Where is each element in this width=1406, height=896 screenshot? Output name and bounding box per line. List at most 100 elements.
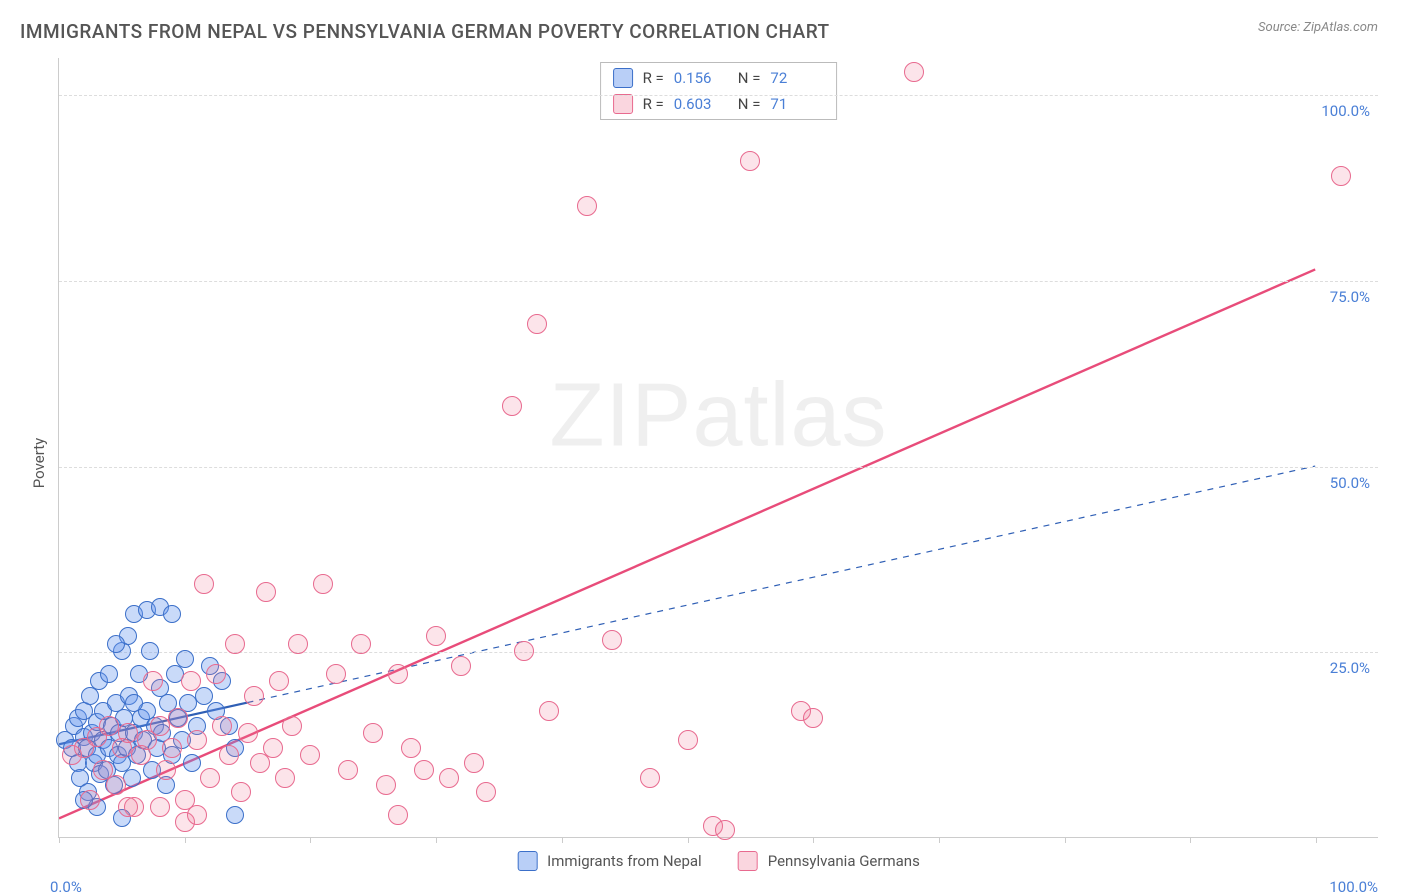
data-point-pink: [715, 820, 735, 840]
data-point-pink: [326, 664, 346, 684]
x-tick-mark: [562, 837, 563, 843]
data-point-pink: [464, 753, 484, 773]
chart-title: IMMIGRANTS FROM NEPAL VS PENNSYLVANIA GE…: [20, 20, 830, 43]
gridline: [59, 281, 1378, 282]
data-point-pink: [156, 760, 176, 780]
gridline: [59, 95, 1378, 96]
legend-item-blue: Immigrants from Nepal: [517, 851, 702, 871]
data-point-pink: [640, 768, 660, 788]
x-tick-mark: [688, 837, 689, 843]
data-point-pink: [99, 716, 119, 736]
data-point-pink: [162, 738, 182, 758]
x-tick-mark: [813, 837, 814, 843]
data-point-pink: [150, 716, 170, 736]
data-point-pink: [282, 716, 302, 736]
data-point-pink: [577, 196, 597, 216]
r-value-blue: 0.156: [674, 69, 728, 87]
data-point-pink: [118, 723, 138, 743]
data-point-blue: [141, 642, 159, 660]
x-tick-mark: [310, 837, 311, 843]
data-point-pink: [194, 574, 214, 594]
swatch-blue: [613, 68, 633, 88]
gridline: [59, 467, 1378, 468]
data-point-pink: [476, 782, 496, 802]
legend-item-pink: Pennsylvania Germans: [738, 851, 920, 871]
data-point-pink: [502, 396, 522, 416]
data-point-pink: [1331, 166, 1351, 186]
data-point-pink: [219, 745, 239, 765]
x-tick-mark: [1065, 837, 1066, 843]
x-tick-mark: [1190, 837, 1191, 843]
trend-lines: [59, 58, 1378, 837]
data-point-pink: [118, 797, 138, 817]
data-point-pink: [678, 730, 698, 750]
data-point-pink: [313, 574, 333, 594]
data-point-pink: [740, 151, 760, 171]
legend-label-pink: Pennsylvania Germans: [768, 852, 920, 870]
data-point-pink: [143, 671, 163, 691]
x-tick-mark: [185, 837, 186, 843]
series-legend: Immigrants from Nepal Pennsylvania Germa…: [517, 851, 920, 871]
x-tick-0: 0.0%: [50, 878, 82, 896]
n-label: N =: [738, 95, 761, 113]
data-point-pink: [451, 656, 471, 676]
x-tick-mark: [59, 837, 60, 843]
data-point-pink: [187, 730, 207, 750]
data-point-pink: [527, 314, 547, 334]
swatch-blue-icon: [517, 851, 537, 871]
data-point-pink: [181, 671, 201, 691]
data-point-pink: [263, 738, 283, 758]
data-point-pink: [539, 701, 559, 721]
data-point-pink: [401, 738, 421, 758]
data-point-pink: [803, 708, 823, 728]
data-point-pink: [225, 634, 245, 654]
chart-container: Poverty ZIPatlas R = 0.156 N = 72 R = 0.…: [20, 58, 1386, 868]
y-tick-label: 100.0%: [1321, 102, 1370, 120]
data-point-blue: [226, 806, 244, 824]
data-point-pink: [602, 630, 622, 650]
data-point-pink: [212, 716, 232, 736]
data-point-pink: [269, 671, 289, 691]
stats-row-blue: R = 0.156 N = 72: [603, 65, 835, 91]
data-point-pink: [363, 723, 383, 743]
data-point-pink: [256, 582, 276, 602]
data-point-pink: [426, 626, 446, 646]
data-point-pink: [514, 641, 534, 661]
data-point-blue: [107, 635, 125, 653]
y-tick-label: 25.0%: [1330, 659, 1370, 677]
data-point-blue: [176, 650, 194, 668]
n-value-pink: 71: [770, 95, 824, 113]
legend-label-blue: Immigrants from Nepal: [547, 852, 702, 870]
y-axis-label: Poverty: [30, 438, 48, 488]
data-point-pink: [187, 805, 207, 825]
data-point-pink: [300, 745, 320, 765]
n-label: N =: [738, 69, 761, 87]
x-tick-mark: [436, 837, 437, 843]
data-point-pink: [904, 62, 924, 82]
data-point-pink: [351, 634, 371, 654]
x-tick-100: 100.0%: [1329, 878, 1378, 896]
data-point-pink: [168, 708, 188, 728]
data-point-pink: [200, 768, 220, 788]
data-point-blue: [163, 605, 181, 623]
scatter-plot: ZIPatlas R = 0.156 N = 72 R = 0.603 N = …: [58, 58, 1378, 838]
data-point-pink: [338, 760, 358, 780]
data-point-pink: [414, 760, 434, 780]
data-point-pink: [150, 797, 170, 817]
watermark: ZIPatlas: [549, 365, 887, 468]
data-point-blue: [183, 754, 201, 772]
data-point-pink: [80, 790, 100, 810]
data-point-pink: [275, 768, 295, 788]
data-point-blue: [123, 769, 141, 787]
x-tick-mark: [1316, 837, 1317, 843]
data-point-pink: [288, 634, 308, 654]
r-label: R =: [643, 95, 664, 113]
swatch-pink-icon: [738, 851, 758, 871]
n-value-blue: 72: [770, 69, 824, 87]
data-point-pink: [388, 664, 408, 684]
data-point-pink: [231, 782, 251, 802]
data-point-pink: [244, 686, 264, 706]
source-label: Source: ZipAtlas.com: [1258, 20, 1378, 35]
r-label: R =: [643, 69, 664, 87]
data-point-pink: [238, 723, 258, 743]
